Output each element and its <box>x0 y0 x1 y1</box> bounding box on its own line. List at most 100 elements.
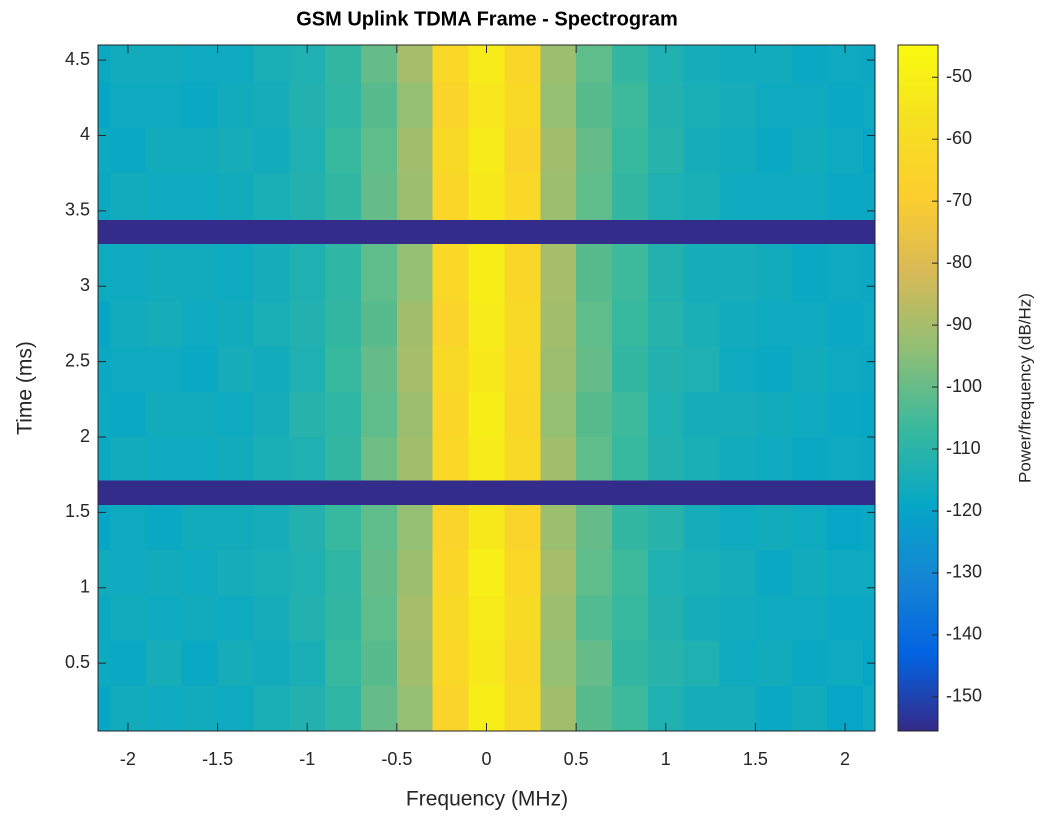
heatmap-cell <box>217 437 254 481</box>
heatmap-cell <box>540 301 577 347</box>
heatmap-cell <box>217 550 254 596</box>
heatmap-cell <box>647 219 684 245</box>
heatmap-cell <box>468 391 505 437</box>
x-tick-label: 1.5 <box>743 749 768 769</box>
heatmap-cell <box>289 127 326 174</box>
heatmap-cell <box>504 595 541 641</box>
heatmap-cell <box>755 219 792 245</box>
heatmap-cell <box>253 550 290 596</box>
heatmap-cell <box>468 504 505 551</box>
heatmap-cell <box>611 301 648 347</box>
heatmap-cell <box>862 127 875 174</box>
heatmap-cell <box>647 480 684 505</box>
heatmap-cell <box>253 640 290 686</box>
heatmap-cell <box>611 437 648 481</box>
heatmap-cell <box>396 480 433 505</box>
heatmap-cell <box>98 45 111 83</box>
heatmap-cell <box>755 437 792 481</box>
heatmap-cell <box>289 391 326 437</box>
heatmap-cell <box>145 82 182 128</box>
heatmap-cell <box>719 244 756 302</box>
heatmap-cell <box>647 640 684 686</box>
heatmap-cell <box>611 685 648 731</box>
heatmap-cell <box>540 82 577 128</box>
heatmap-cell <box>755 480 792 505</box>
heatmap-cell <box>827 550 863 596</box>
heatmap-cell <box>98 82 111 128</box>
heatmap-cell <box>253 480 290 505</box>
heatmap-cell <box>325 244 362 302</box>
heatmap-cell <box>791 127 828 174</box>
heatmap-cell <box>396 45 433 83</box>
heatmap-cell <box>468 173 505 220</box>
heatmap-cell <box>719 127 756 174</box>
heatmap-cell <box>611 346 648 392</box>
heatmap-cell <box>432 437 469 481</box>
heatmap-cell <box>540 595 577 641</box>
heatmap-cell <box>611 173 648 220</box>
colorbar-tick-label: -130 <box>946 562 982 582</box>
heatmap-cell <box>396 301 433 347</box>
heatmap-cell <box>181 173 218 220</box>
heatmap-cell <box>719 685 756 731</box>
heatmap-cell <box>361 127 397 174</box>
heatmap-cell <box>576 685 612 731</box>
heatmap-cell <box>432 127 469 174</box>
heatmap-cell <box>791 82 828 128</box>
heatmap-cell <box>325 173 362 220</box>
heatmap-cell <box>468 127 505 174</box>
heatmap-cell <box>432 504 469 551</box>
heatmap-cell <box>253 82 290 128</box>
heatmap-cell <box>396 595 433 641</box>
heatmap-cell <box>719 346 756 392</box>
heatmap-cell <box>468 640 505 686</box>
heatmap-cell <box>98 595 111 641</box>
heatmap-cell <box>719 480 756 505</box>
heatmap-cell <box>504 219 541 245</box>
heatmap-cell <box>719 301 756 347</box>
x-tick-label: 1 <box>661 749 671 769</box>
heatmap-cell <box>827 391 863 437</box>
heatmap-cell <box>504 640 541 686</box>
heatmap-cell <box>755 504 792 551</box>
colorbar-tick-label: -150 <box>946 686 982 706</box>
heatmap-cell <box>253 301 290 347</box>
x-axis-label: Frequency (MHz) <box>406 788 568 811</box>
colorbar-tick-label: -100 <box>946 376 982 396</box>
heatmap-cell <box>504 301 541 347</box>
heatmap-cell <box>683 550 720 596</box>
heatmap-cell <box>540 437 577 481</box>
chart-title: GSM Uplink TDMA Frame - Spectrogram <box>296 8 678 30</box>
heatmap-cell <box>755 45 792 83</box>
heatmap-cell <box>791 301 828 347</box>
heatmap-cell <box>862 685 875 731</box>
y-tick-label: 1.5 <box>65 501 90 521</box>
heatmap-cell <box>181 595 218 641</box>
heatmap-cell <box>540 480 577 505</box>
heatmap-cell <box>719 45 756 83</box>
heatmap-cell <box>325 301 362 347</box>
heatmap-cell <box>468 301 505 347</box>
heatmap-cell <box>110 391 146 437</box>
heatmap-cell <box>432 391 469 437</box>
heatmap-cell <box>98 127 111 174</box>
heatmap-cell <box>611 640 648 686</box>
heatmap-cell <box>827 219 863 245</box>
x-tick-label: 2 <box>840 749 850 769</box>
heatmap-cell <box>683 437 720 481</box>
heatmap-cell <box>791 550 828 596</box>
heatmap-cell <box>217 173 254 220</box>
heatmap-cell <box>683 640 720 686</box>
heatmap-cell <box>683 480 720 505</box>
heatmap-cell <box>361 480 397 505</box>
heatmap-cell <box>540 504 577 551</box>
heatmap-cell <box>791 480 828 505</box>
heatmap-cell <box>253 173 290 220</box>
heatmap-cell <box>540 127 577 174</box>
heatmap-cell <box>862 173 875 220</box>
colorbar-tick-label: -140 <box>946 624 982 644</box>
heatmap-cell <box>98 173 111 220</box>
heatmap-cell <box>862 82 875 128</box>
heatmap-cell <box>181 301 218 347</box>
